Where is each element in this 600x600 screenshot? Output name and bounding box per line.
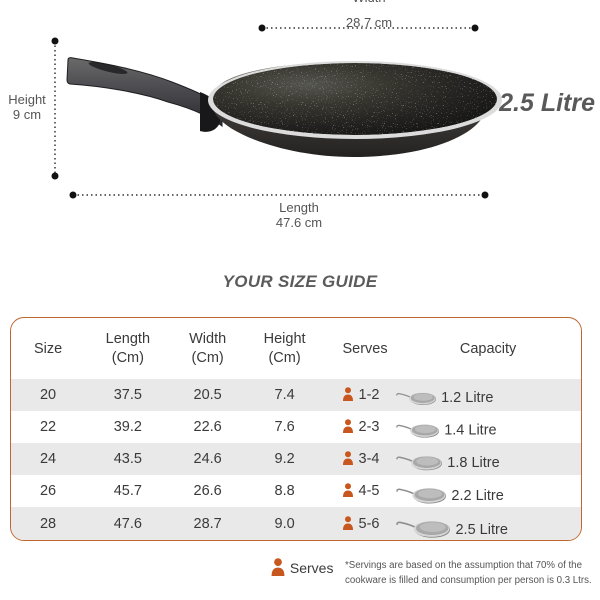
svg-text:47.6 cm: 47.6 cm <box>276 215 322 230</box>
svg-text:Width: Width <box>352 0 385 5</box>
svg-text:9 cm: 9 cm <box>13 107 41 122</box>
svg-text:Length: Length <box>279 200 319 215</box>
svg-text:Height: Height <box>8 92 46 107</box>
svg-text:2.5 Litre: 2.5 Litre <box>498 89 595 117</box>
